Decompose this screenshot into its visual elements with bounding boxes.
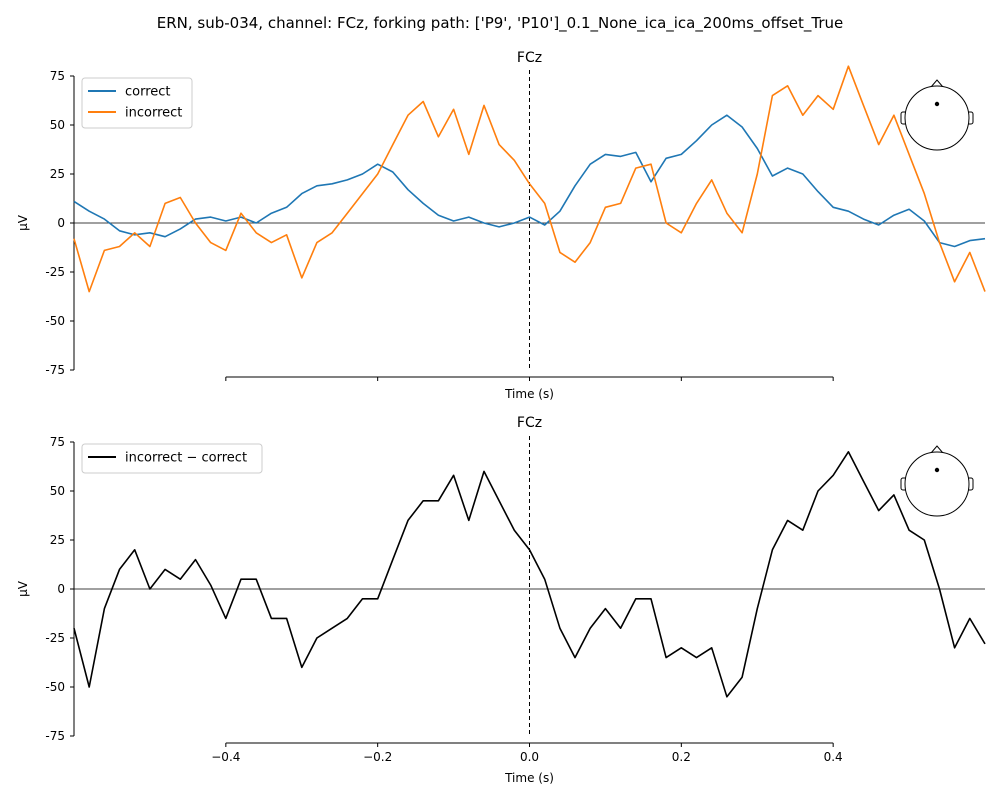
y-tick-label: -75 bbox=[45, 363, 65, 377]
x-axis-label: Time (s) bbox=[504, 387, 554, 401]
y-tick-label: -25 bbox=[45, 265, 65, 279]
y-axis-label: µV bbox=[16, 214, 30, 231]
legend-entry: incorrect bbox=[125, 106, 182, 121]
legend: correct incorrect bbox=[81, 77, 193, 129]
y-axis-label: µV bbox=[16, 580, 30, 597]
panel-title: FCz bbox=[517, 415, 542, 431]
legend-entry: incorrect − correct bbox=[125, 451, 247, 466]
x-tick-label: −0.4 bbox=[211, 750, 240, 764]
y-tick-label: 50 bbox=[50, 118, 65, 132]
legend-entry: correct bbox=[125, 85, 171, 100]
y-tick-label: 25 bbox=[50, 533, 65, 547]
head-outline-icon bbox=[904, 85, 970, 151]
figure-suptitle: ERN, sub-034, channel: FCz, forking path… bbox=[157, 14, 843, 33]
x-tick-label: 0.4 bbox=[824, 750, 843, 764]
y-tick-label: 75 bbox=[50, 69, 65, 83]
x-tick-label: 0.0 bbox=[520, 750, 539, 764]
y-tick-label: 75 bbox=[50, 435, 65, 449]
y-tick-label: 50 bbox=[50, 484, 65, 498]
series-line-incorrect bbox=[73, 65, 986, 293]
chart-panel-2: FCz -75 -50 -25 0 25 50 75 µV −0.4 −0.2 0.0 0.2 0.4 Ti… bbox=[16, 415, 986, 785]
y-tick-label: -25 bbox=[45, 631, 65, 645]
sensor-dot-icon bbox=[934, 101, 940, 107]
series-line-incorrect-correct bbox=[73, 450, 986, 698]
legend: incorrect − correct bbox=[81, 443, 263, 474]
y-tick-label: 0 bbox=[57, 582, 65, 596]
x-tick-label: 0.2 bbox=[672, 750, 691, 764]
legend-box bbox=[81, 443, 263, 474]
chart-panel-1: FCz -75 -50 -25 0 25 50 75 µV Time (s) correct inco… bbox=[16, 50, 986, 401]
y-tick-label: -50 bbox=[45, 314, 65, 328]
series-line-correct bbox=[73, 114, 986, 248]
y-tick-label: 0 bbox=[57, 216, 65, 230]
x-tick-label: −0.2 bbox=[363, 750, 392, 764]
panel-title: FCz bbox=[517, 50, 542, 66]
y-tick-label: -50 bbox=[45, 680, 65, 694]
y-tick-label: 25 bbox=[50, 167, 65, 181]
head-outline-icon bbox=[904, 451, 970, 517]
y-tick-label: -75 bbox=[45, 729, 65, 743]
head-topomap-icon bbox=[900, 445, 974, 517]
sensor-dot-icon bbox=[934, 467, 940, 473]
x-axis-label: Time (s) bbox=[504, 771, 554, 785]
head-topomap-icon bbox=[900, 79, 974, 151]
